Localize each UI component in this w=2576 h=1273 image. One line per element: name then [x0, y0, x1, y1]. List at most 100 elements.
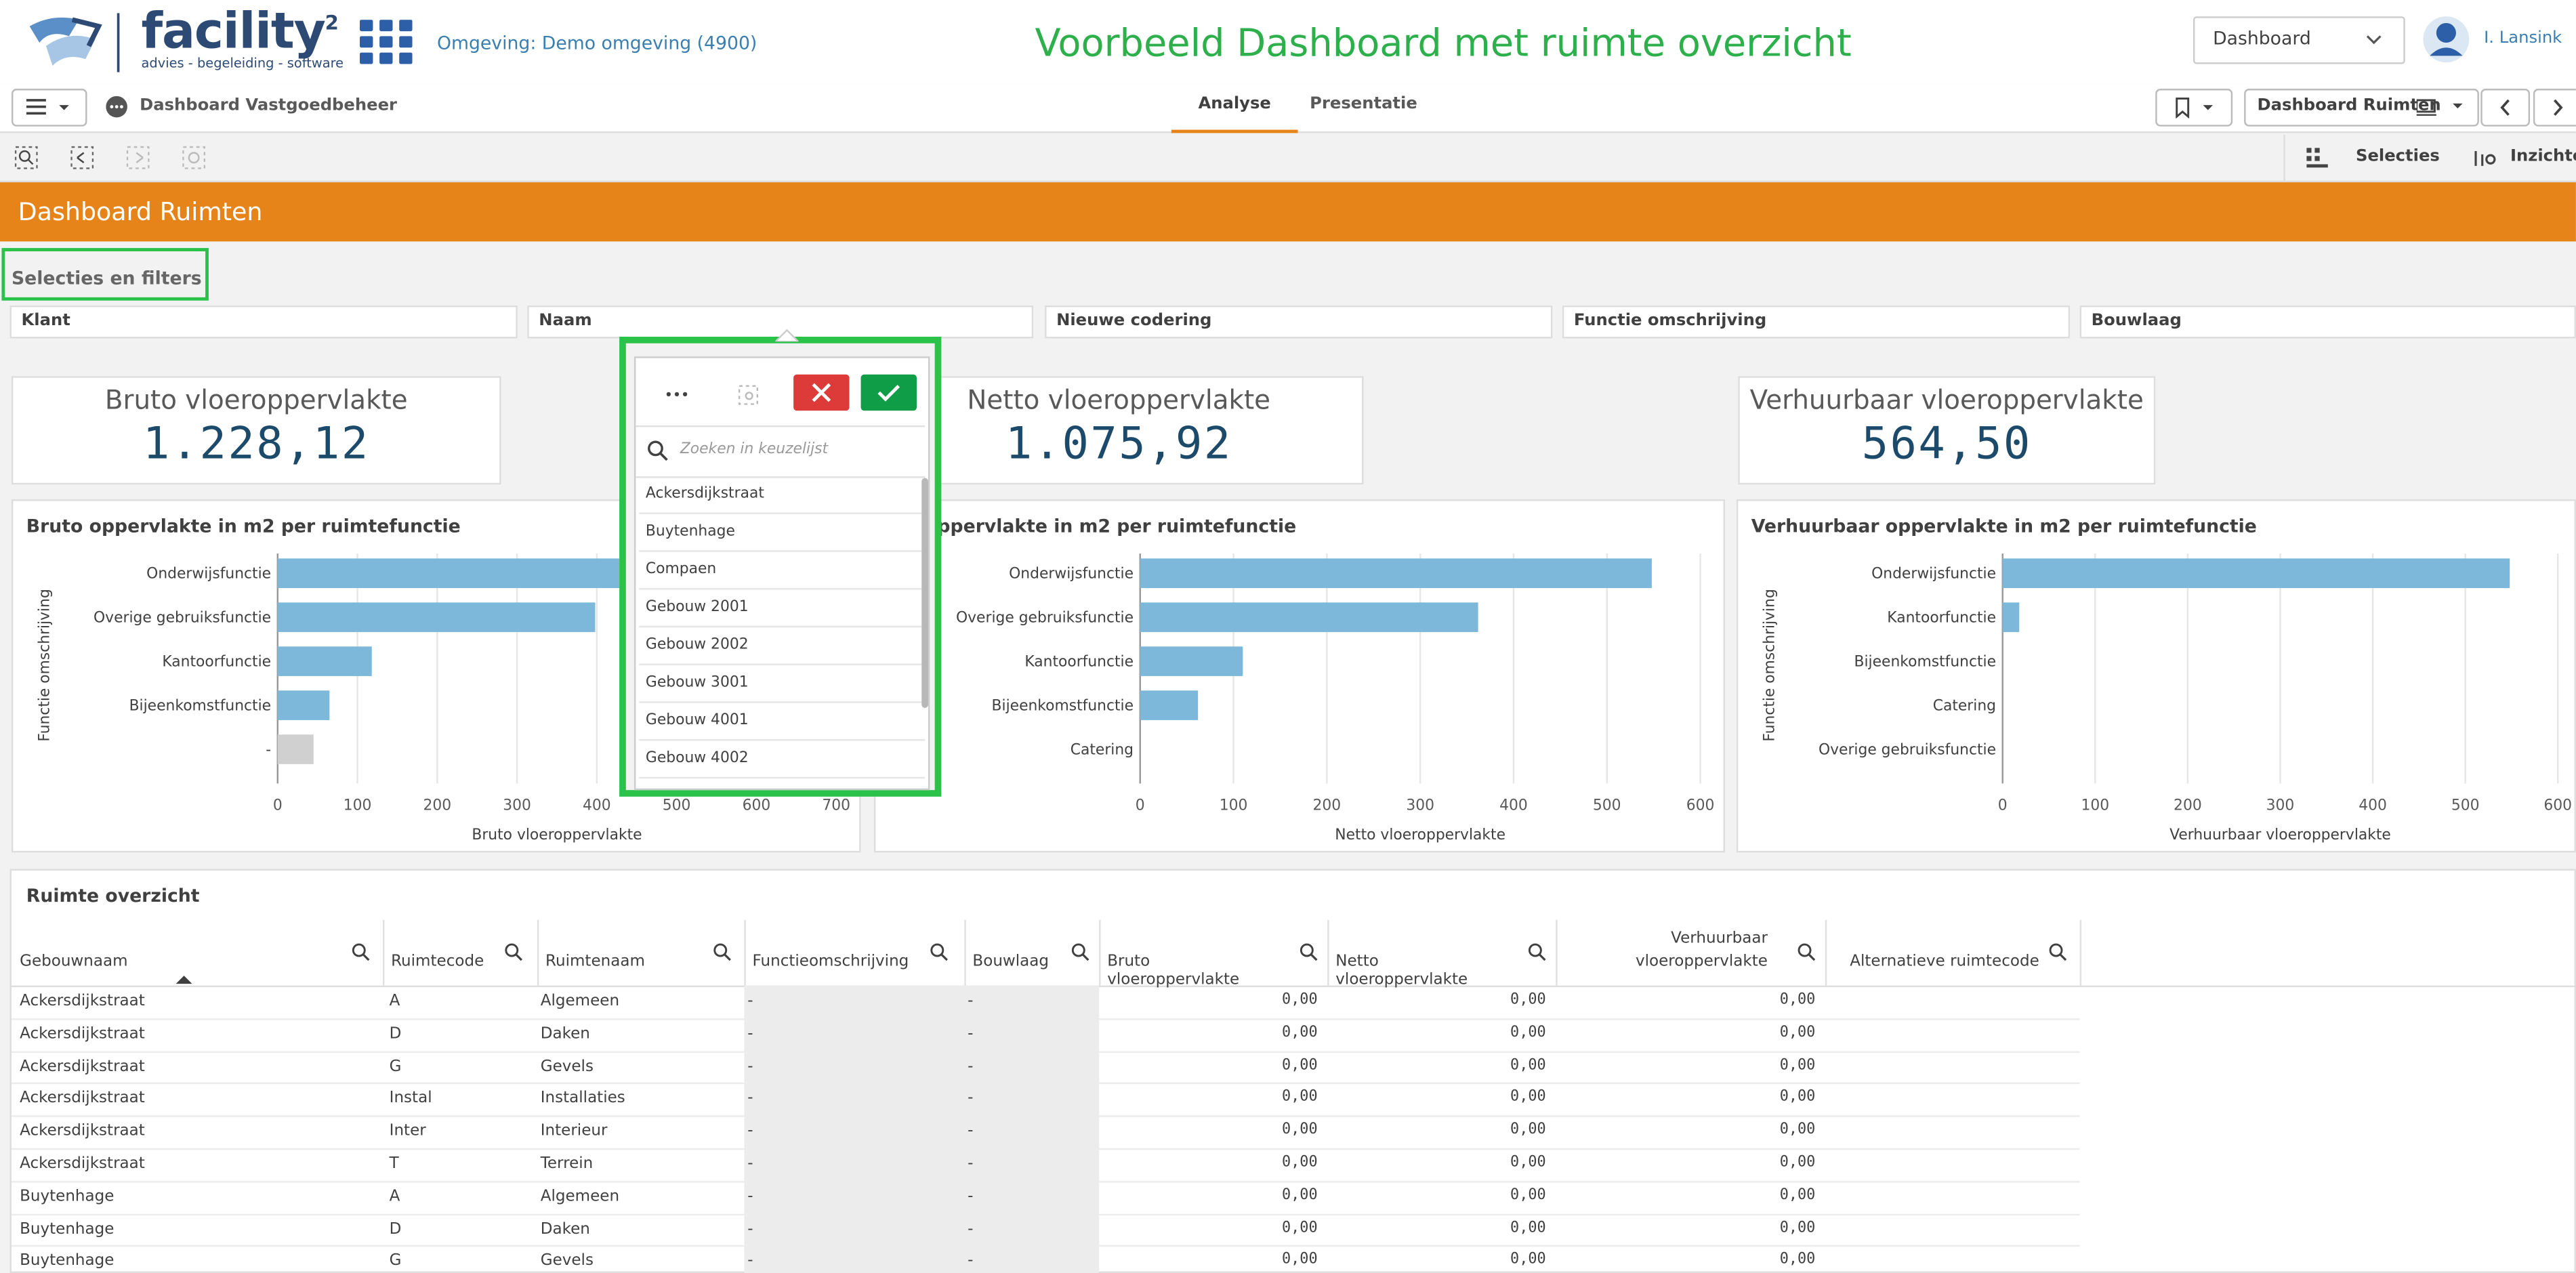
table-row[interactable]: Ackersdijkstraat D Daken - - 0,00 0,00 0,00 [11, 1018, 2080, 1053]
listbox-item[interactable]: Compaen [639, 554, 926, 590]
listbox-item[interactable]: Gebouw 3001 [639, 667, 926, 703]
y-axis-title: Functie omschrijving [1762, 589, 1779, 741]
x-tick-label: 100 [2081, 797, 2109, 814]
x-tick-label: 600 [2543, 797, 2572, 814]
table-cell: 0,00 [1779, 1024, 1816, 1041]
chevron-down-icon [2366, 35, 2382, 45]
bar[interactable] [1140, 558, 1652, 588]
sheet-selector[interactable]: Dashboard Ruimten [2244, 88, 2479, 127]
bar[interactable] [277, 646, 372, 676]
column-header[interactable]: Ruimtenaam [545, 953, 645, 971]
column-header[interactable]: Alternatieve ruimtecode [1850, 953, 2039, 971]
column-header[interactable]: Verhuurbaar [1671, 930, 1768, 948]
x-tick-label: 0 [273, 797, 283, 814]
table-row[interactable]: Ackersdijkstraat G Gevels - - 0,00 0,00 0,00 [11, 1051, 2080, 1085]
filter-naam[interactable]: Naam [527, 305, 1034, 339]
inzichten-button[interactable]: Inzichten [2510, 148, 2576, 166]
bar[interactable] [1140, 646, 1243, 676]
filters-title-text: Selecties en filters [11, 268, 202, 289]
x-tick-label: 400 [1499, 797, 1528, 814]
chart-netto[interactable]: 0 100 200 300 400 500 600 Onderwijsfunctie Overi… [875, 501, 1726, 854]
column-search-icon[interactable] [1528, 943, 1546, 961]
listbox-item[interactable]: Gebouw 2001 [639, 591, 926, 628]
more-options-icon[interactable] [665, 390, 688, 400]
bar[interactable] [277, 602, 596, 632]
column-search-icon[interactable] [930, 943, 948, 961]
table-cell: 0,00 [1282, 1252, 1318, 1269]
listbox-item[interactable]: Gebouw 4002 [639, 742, 926, 779]
table-cell: Installaties [540, 1089, 625, 1108]
column-header[interactable]: Gebouwnaam [20, 953, 128, 971]
column-header[interactable]: Bruto vloeroppervlakte [1107, 953, 1240, 989]
bar[interactable] [2002, 602, 2020, 632]
kpi-title: Bruto vloeroppervlakte [104, 384, 408, 416]
column-header[interactable]: Netto vloeroppervlakte [1335, 953, 1468, 989]
previous-sheet-button[interactable] [2480, 88, 2531, 127]
column-header[interactable]: vloeroppervlakte [1636, 953, 1768, 971]
bar[interactable] [277, 690, 330, 720]
bar[interactable] [1140, 602, 1478, 632]
listbox-item[interactable]: Ackersdijkstraat [639, 478, 926, 514]
table-header: Gebouwnaam Ruimtecode Ruimtenaam Functieoms… [11, 919, 2576, 989]
kpi-netto: Netto vloeroppervlakte 1.075,92 [873, 376, 1364, 485]
avatar-icon[interactable] [2422, 15, 2471, 64]
column-search-icon[interactable] [713, 943, 731, 961]
listbox-item[interactable]: Buytenhage [639, 516, 926, 552]
table-row[interactable]: Ackersdijkstraat Inter Interieur - - 0,00 0,00… [11, 1116, 2080, 1150]
column-divider [1327, 919, 1329, 986]
filter-nieuwe-codering[interactable]: Nieuwe codering [1045, 305, 1553, 339]
next-sheet-button[interactable] [2533, 88, 2576, 127]
listbox-search[interactable]: Zoeken in keuzelijst [636, 425, 926, 478]
chart-title: Bruto oppervlakte in m2 per ruimtefuncti… [26, 516, 461, 537]
bar[interactable] [2002, 558, 2510, 588]
cancel-selection-button[interactable] [793, 374, 850, 411]
y-category-label: Onderwijsfunctie [1871, 565, 1996, 582]
table-row[interactable]: Buytenhage D Daken - - 0,00 0,00 0,00 [11, 1213, 2080, 1248]
table-cell: Ackersdijkstraat [20, 1057, 145, 1076]
listbox-item[interactable]: Gebouw 4001 [639, 705, 926, 741]
app-grid-icon[interactable] [360, 20, 413, 64]
user-name[interactable]: I. Lansink [2484, 29, 2562, 48]
tab-analyse[interactable]: Analyse [1171, 84, 1298, 133]
column-search-icon[interactable] [2049, 943, 2067, 961]
search-placeholder: Zoeken in keuzelijst [680, 442, 829, 459]
navigation-menu-button[interactable] [11, 88, 87, 127]
selection-toolbar: Selecties Inzichten [0, 134, 2576, 183]
kpi-value: 1.228,12 [142, 419, 370, 470]
table-row[interactable]: Buytenhage G Gevels - - 0,00 0,00 0,00 [12, 1246, 2080, 1273]
chart-verhuurbaar[interactable]: 0 100 200 300 400 500 600 Onderwijsfunctie Kanto… [1738, 501, 2576, 854]
y-category-label: Bijeenkomstfunctie [1854, 653, 1996, 670]
column-header[interactable]: Bouwlaag [972, 953, 1050, 971]
selecties-button[interactable]: Selecties [2356, 148, 2440, 166]
table-row[interactable]: Ackersdijkstraat T Terrein - - 0,00 0,00 0,00 [11, 1148, 2080, 1183]
kpi-title: Verhuurbaar vloeroppervlakte [1749, 384, 2144, 416]
column-search-icon[interactable] [1071, 943, 1089, 961]
table-row[interactable]: Ackersdijkstraat A Algemeen - - 0,00 0,00 0,00 [11, 986, 2080, 1020]
step-back-icon[interactable] [70, 146, 94, 169]
table-row[interactable]: Buytenhage A Algemeen - - 0,00 0,00 0,00 [11, 1181, 2080, 1215]
table-cell: 0,00 [1282, 1154, 1318, 1171]
tab-presentatie[interactable]: Presentatie [1310, 95, 1417, 114]
column-search-icon[interactable] [504, 943, 522, 961]
listbox-item[interactable]: Gebouw 2002 [639, 629, 926, 665]
bar[interactable] [277, 734, 314, 764]
filter-functie-omschrijving[interactable]: Functie omschrijving [1562, 305, 2071, 339]
filter-bouwlaag[interactable]: Bouwlaag [2079, 305, 2576, 339]
sheet-name: Dashboard Ruimten [2257, 97, 2441, 115]
confirm-selection-button[interactable] [860, 374, 917, 411]
dashboard-dropdown[interactable]: Dashboard [2193, 16, 2405, 64]
table-row[interactable]: Ackersdijkstraat Instal Installaties - - 0,00… [11, 1083, 2080, 1118]
column-search-icon[interactable] [1300, 943, 1318, 961]
listbox-scrollbar[interactable] [921, 478, 928, 708]
smart-search-icon[interactable] [14, 146, 38, 169]
column-search-icon[interactable] [352, 943, 370, 961]
table-cell: 0,00 [1282, 1057, 1318, 1074]
column-header[interactable]: Ruimtecode [391, 953, 484, 971]
filter-klant[interactable]: Klant [9, 305, 518, 339]
table-cell: G [389, 1057, 402, 1076]
app-name: Dashboard Vastgoedbeheer [140, 97, 397, 115]
bookmark-button[interactable] [2155, 88, 2233, 127]
bar[interactable] [1140, 690, 1199, 720]
column-search-icon[interactable] [1798, 943, 1816, 961]
column-header[interactable]: Functieomschrijving [752, 953, 909, 971]
